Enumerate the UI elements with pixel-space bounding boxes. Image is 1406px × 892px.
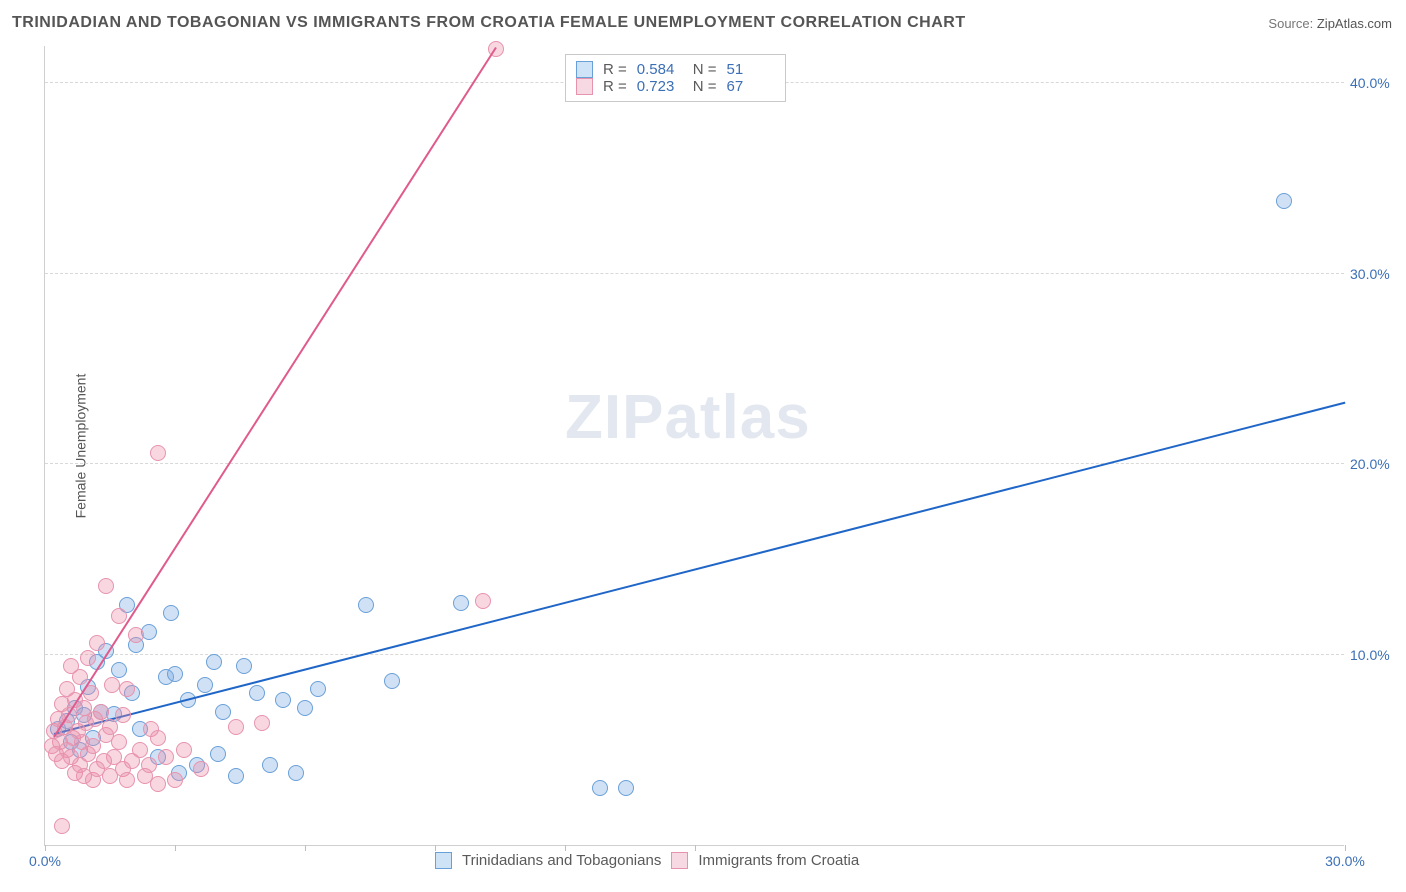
- scatter-point-trinidad: [297, 700, 313, 716]
- r-value-trinidad: 0.584: [637, 61, 683, 78]
- r-value-croatia: 0.723: [637, 78, 683, 95]
- legend-swatch-croatia: [576, 78, 593, 95]
- source-label: Source:: [1268, 16, 1313, 31]
- legend-row-croatia: R = 0.723 N = 67: [576, 78, 773, 95]
- scatter-point-trinidad: [167, 666, 183, 682]
- x-tick-mark: [1345, 845, 1346, 851]
- chart-title: TRINIDADIAN AND TOBAGONIAN VS IMMIGRANTS…: [12, 14, 966, 32]
- watermark: ZIPatlas: [565, 382, 811, 453]
- scatter-point-croatia: [98, 578, 114, 594]
- legend-correlation-box: R = 0.584 N = 51 R = 0.723 N = 67: [565, 54, 786, 102]
- scatter-point-trinidad: [206, 654, 222, 670]
- gridline-y: [45, 463, 1344, 464]
- scatter-point-trinidad: [288, 765, 304, 781]
- r-label: R =: [603, 78, 627, 95]
- scatter-point-croatia: [111, 608, 127, 624]
- legend-row-trinidad: R = 0.584 N = 51: [576, 61, 773, 78]
- gridline-y: [45, 273, 1344, 274]
- legend-label-trinidad: Trinidadians and Tobagonians: [462, 852, 661, 869]
- scatter-point-trinidad: [163, 605, 179, 621]
- x-tick-mark: [305, 845, 306, 851]
- scatter-point-trinidad: [592, 780, 608, 796]
- x-tick-mark: [45, 845, 46, 851]
- scatter-point-croatia: [150, 730, 166, 746]
- scatter-point-croatia: [475, 593, 491, 609]
- legend-swatch-trinidad: [576, 61, 593, 78]
- scatter-point-trinidad: [262, 757, 278, 773]
- scatter-point-trinidad: [197, 677, 213, 693]
- scatter-point-trinidad: [210, 746, 226, 762]
- legend-label-croatia: Immigrants from Croatia: [698, 852, 859, 869]
- scatter-point-trinidad: [618, 780, 634, 796]
- legend-swatch-croatia: [671, 852, 688, 869]
- y-tick-label: 20.0%: [1350, 456, 1404, 472]
- scatter-point-trinidad: [384, 673, 400, 689]
- scatter-point-croatia: [150, 445, 166, 461]
- y-tick-label: 30.0%: [1350, 266, 1404, 282]
- scatter-point-croatia: [115, 707, 131, 723]
- n-label: N =: [693, 61, 717, 78]
- legend-swatch-trinidad: [435, 852, 452, 869]
- scatter-point-trinidad: [249, 685, 265, 701]
- x-tick-label: 0.0%: [29, 853, 61, 869]
- x-tick-mark: [565, 845, 566, 851]
- scatter-point-croatia: [141, 757, 157, 773]
- scatter-point-croatia: [119, 772, 135, 788]
- scatter-point-croatia: [72, 669, 88, 685]
- y-tick-label: 40.0%: [1350, 75, 1404, 91]
- scatter-point-croatia: [104, 677, 120, 693]
- scatter-point-croatia: [119, 681, 135, 697]
- watermark-light: atlas: [664, 383, 810, 452]
- scatter-point-croatia: [85, 738, 101, 754]
- scatter-point-croatia: [80, 650, 96, 666]
- trendline-trinidad: [53, 401, 1345, 734]
- scatter-point-trinidad: [275, 692, 291, 708]
- y-tick-label: 10.0%: [1350, 647, 1404, 663]
- scatter-point-croatia: [54, 818, 70, 834]
- gridline-y: [45, 654, 1344, 655]
- x-tick-mark: [695, 845, 696, 851]
- scatter-point-trinidad: [453, 595, 469, 611]
- scatter-point-croatia: [176, 742, 192, 758]
- x-tick-mark: [175, 845, 176, 851]
- scatter-point-trinidad: [111, 662, 127, 678]
- n-label: N =: [693, 78, 717, 95]
- scatter-point-trinidad: [215, 704, 231, 720]
- n-value-croatia: 67: [727, 78, 773, 95]
- scatter-point-croatia: [158, 749, 174, 765]
- scatter-point-trinidad: [1276, 193, 1292, 209]
- scatter-point-croatia: [102, 719, 118, 735]
- scatter-point-croatia: [93, 704, 109, 720]
- scatter-point-croatia: [111, 734, 127, 750]
- scatter-point-croatia: [193, 761, 209, 777]
- legend-series-names: Trinidadians and Tobagonians Immigrants f…: [435, 852, 859, 869]
- scatter-point-croatia: [167, 772, 183, 788]
- source-value: ZipAtlas.com: [1317, 16, 1392, 31]
- x-tick-label: 30.0%: [1325, 853, 1365, 869]
- scatter-point-trinidad: [228, 768, 244, 784]
- source-attribution: Source: ZipAtlas.com: [1268, 16, 1392, 31]
- scatter-point-croatia: [89, 635, 105, 651]
- n-value-trinidad: 51: [727, 61, 773, 78]
- scatter-point-croatia: [150, 776, 166, 792]
- watermark-bold: ZIP: [565, 383, 664, 452]
- scatter-point-croatia: [254, 715, 270, 731]
- scatter-point-trinidad: [236, 658, 252, 674]
- scatter-point-croatia: [132, 742, 148, 758]
- plot-area: ZIPatlas 10.0%20.0%30.0%40.0%0.0%30.0%R …: [44, 46, 1344, 846]
- scatter-point-trinidad: [358, 597, 374, 613]
- scatter-point-croatia: [128, 627, 144, 643]
- trendline-croatia: [53, 47, 497, 738]
- scatter-point-trinidad: [310, 681, 326, 697]
- x-tick-mark: [435, 845, 436, 851]
- r-label: R =: [603, 61, 627, 78]
- scatter-point-croatia: [228, 719, 244, 735]
